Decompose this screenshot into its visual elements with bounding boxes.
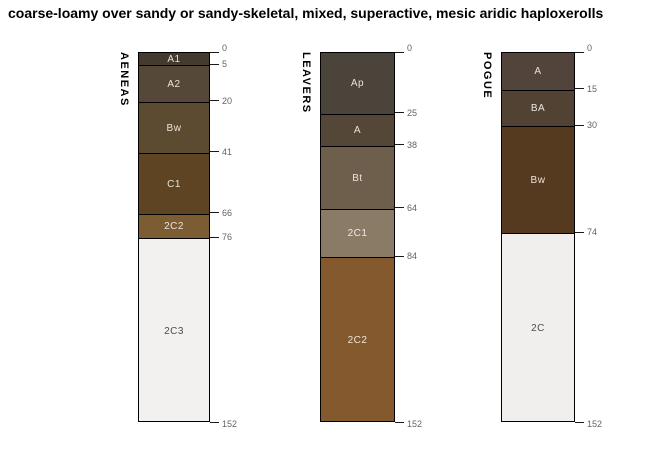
- horizon-pogue-bw: Bw: [502, 126, 574, 233]
- horizon-leavers-bt: Bt: [321, 146, 394, 209]
- horizon-leavers-2c2: 2C2: [321, 257, 394, 421]
- horizon-aeneas-2c3: 2C3: [139, 238, 209, 421]
- horizon-label: Bw: [166, 122, 182, 134]
- horizon-label: 2C3: [164, 325, 184, 337]
- depth-tick-label: 0: [407, 43, 413, 53]
- depth-tick: [210, 421, 219, 423]
- figure-title: coarse-loamy over sandy or sandy-skeleta…: [8, 5, 604, 21]
- depth-tick-label: 41: [222, 146, 233, 157]
- depth-tick: [210, 212, 219, 214]
- horizon-label: A: [353, 125, 362, 136]
- depth-tick: [395, 112, 404, 114]
- horizon-label: 2C2: [164, 221, 184, 232]
- horizon-label: 2C2: [347, 335, 368, 346]
- depth-tick-label: 152: [222, 419, 238, 429]
- profile-column-aeneas: A1 A2 Bw C1 2C2 2C3: [138, 52, 210, 422]
- horizon-pogue-2c: 2C: [502, 233, 574, 421]
- depth-tick: [210, 236, 219, 238]
- horizon-leavers-ap: Ap: [321, 53, 394, 114]
- horizon-label: 2C: [531, 323, 545, 334]
- horizon-label: A2: [167, 78, 181, 90]
- profile-name-pogue: POGUE: [481, 52, 493, 100]
- depth-tick-label: 84: [407, 251, 418, 262]
- depth-tick: [395, 207, 404, 209]
- horizon-aeneas-a1: A1: [139, 53, 209, 65]
- profile-name-leavers: LEAVERS: [300, 52, 312, 114]
- horizon-label: A1: [167, 53, 181, 65]
- depth-tick-label: 38: [407, 139, 418, 150]
- profile-column-leavers: Ap A Bt 2C1 2C2: [320, 52, 395, 422]
- depth-tick-label: 20: [222, 95, 233, 106]
- horizon-pogue-ba: BA: [502, 90, 574, 126]
- depth-tick-label: 66: [222, 207, 233, 218]
- depth-tick-label: 76: [222, 232, 233, 242]
- horizon-leavers-2c1: 2C1: [321, 209, 394, 257]
- depth-tick-label: 0: [222, 43, 228, 53]
- depth-tick-label: 152: [407, 419, 423, 429]
- depth-tick: [210, 51, 219, 53]
- horizon-label: C1: [167, 178, 181, 190]
- depth-tick: [210, 63, 219, 65]
- horizon-leavers-a: A: [321, 114, 394, 146]
- profile-column-pogue: A BA Bw 2C: [501, 52, 575, 422]
- depth-tick: [575, 51, 584, 53]
- horizon-aeneas-c1: C1: [139, 153, 209, 214]
- depth-tick: [395, 421, 404, 423]
- depth-tick-label: 0: [587, 43, 593, 53]
- depth-tick: [575, 421, 584, 423]
- depth-tick: [395, 51, 404, 53]
- depth-tick-label: 5: [222, 59, 228, 70]
- depth-tick-label: 74: [587, 227, 598, 238]
- horizon-label: BA: [530, 103, 546, 114]
- horizon-aeneas-2c2: 2C2: [139, 214, 209, 238]
- horizon-label: Ap: [350, 78, 365, 89]
- horizon-aeneas-bw: Bw: [139, 102, 209, 153]
- horizon-pogue-a: A: [502, 53, 574, 90]
- depth-tick-label: 25: [407, 107, 418, 118]
- depth-tick: [210, 151, 219, 153]
- depth-tick-label: 64: [407, 202, 418, 213]
- depth-tick: [395, 144, 404, 145]
- horizon-label: Bt: [352, 172, 363, 184]
- depth-tick: [575, 124, 584, 126]
- depth-tick: [210, 100, 219, 102]
- depth-tick-label: 15: [587, 83, 598, 94]
- depth-tick: [575, 88, 584, 89]
- depth-tick: [395, 255, 404, 257]
- depth-tick: [575, 231, 584, 233]
- profile-name-aeneas: AENEAS: [118, 52, 130, 107]
- depth-tick-label: 30: [587, 120, 598, 131]
- horizon-label: 2C1: [347, 228, 368, 239]
- horizon-label: A: [534, 66, 542, 77]
- depth-tick-label: 152: [587, 419, 603, 429]
- horizon-label: Bw: [530, 174, 546, 186]
- horizon-aeneas-a2: A2: [139, 65, 209, 102]
